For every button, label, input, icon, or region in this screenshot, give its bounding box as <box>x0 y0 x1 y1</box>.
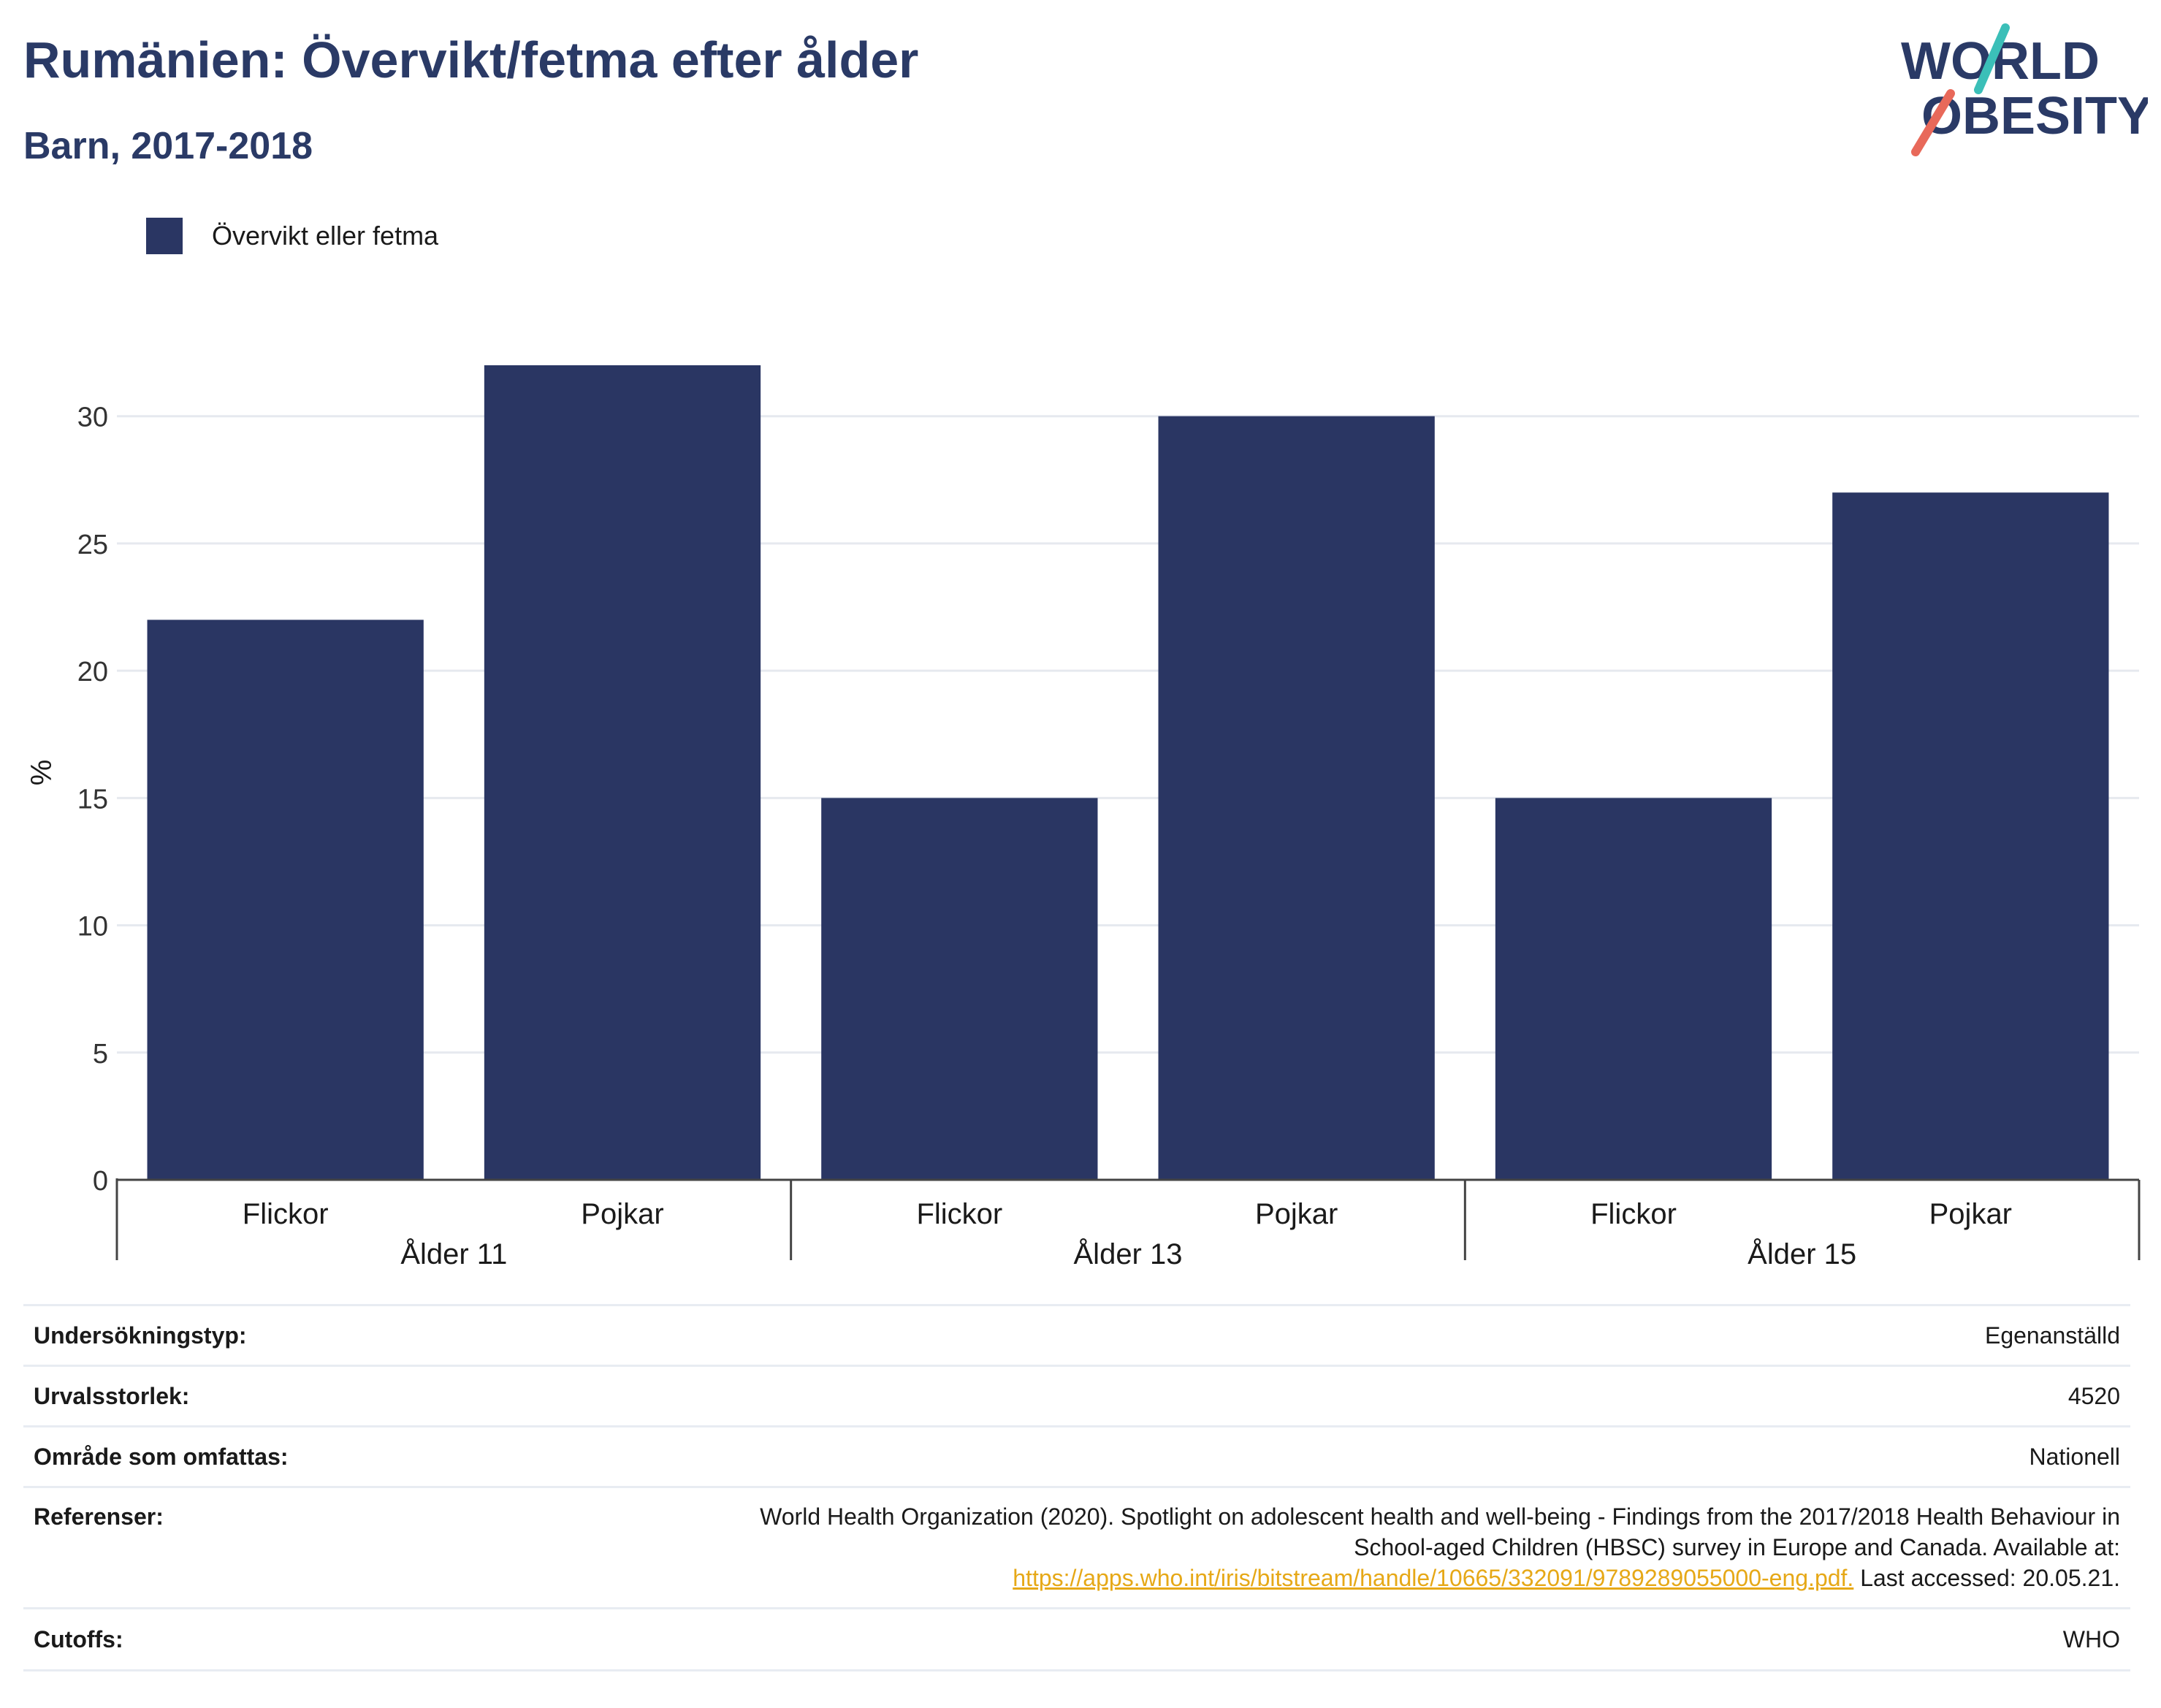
bar <box>484 365 761 1180</box>
x-tick-label: Flickor <box>1590 1198 1677 1230</box>
coverage-value: Nationell <box>2029 1444 2120 1470</box>
bar <box>1495 798 1772 1180</box>
references-suffix: Last accessed: 20.05.21. <box>1853 1565 2120 1591</box>
bar-chart: 0 5 10 15 20 25 30% Flickor Pojkar Ålder 11 Flicko… <box>26 365 2141 1270</box>
sample-size-value: 4520 <box>2067 1383 2120 1409</box>
references-line1: World Health Organization (2020). Spotli… <box>760 1503 2120 1530</box>
references-label: Referenser: <box>34 1503 164 1530</box>
group-label: Ålder 13 <box>1074 1238 1183 1270</box>
y-tick-label: 20 <box>77 657 108 687</box>
coverage-label: Område som omfattas: <box>34 1444 289 1470</box>
logo-line2: OBESITY <box>1921 87 2148 145</box>
bar <box>1158 416 1435 1180</box>
info-row-references: Referenser: World Health Organization (2… <box>23 1486 2130 1607</box>
info-table: Undersökningstyp: Egenanställd Urvalssto… <box>23 1304 2130 1671</box>
y-tick-label: 0 <box>93 1166 108 1197</box>
y-tick-label: 30 <box>77 403 108 433</box>
y-tick-label: 10 <box>77 912 108 942</box>
cutoffs-label: Cutoffs: <box>34 1626 123 1652</box>
y-tick-label: 15 <box>77 784 108 815</box>
references-value: World Health Organization (2020). Spotli… <box>760 1501 2130 1593</box>
y-axis-label: % <box>26 760 58 786</box>
info-row-coverage: Område som omfattas: Nationell <box>23 1425 2130 1486</box>
x-tick-label: Pojkar <box>581 1198 663 1230</box>
legend-label: Övervikt eller fetma <box>212 221 439 251</box>
info-row-survey-type: Undersökningstyp: Egenanställd <box>23 1304 2130 1365</box>
info-row-cutoffs: Cutoffs: WHO <box>23 1607 2130 1671</box>
survey-type-label: Undersökningstyp: <box>34 1322 247 1349</box>
logo-slash-teal <box>1974 23 2010 94</box>
bar <box>1832 492 2109 1180</box>
bar <box>821 798 1098 1180</box>
sample-size-label: Urvalsstorlek: <box>34 1383 190 1409</box>
y-tick-label: 25 <box>77 530 108 560</box>
page-subtitle: Barn, 2017-2018 <box>23 125 313 167</box>
chart-legend[interactable]: Övervikt eller fetma <box>146 218 438 254</box>
cutoffs-value: WHO <box>2062 1626 2120 1652</box>
survey-type-value: Egenanställd <box>1984 1322 2120 1349</box>
x-tick-label: Pojkar <box>1255 1198 1338 1230</box>
logo-slash-coral <box>1911 89 1955 156</box>
group-label: Ålder 15 <box>1748 1238 1856 1270</box>
info-row-sample-size: Urvalsstorlek: 4520 <box>23 1365 2130 1425</box>
x-tick-label: Flickor <box>243 1198 329 1230</box>
x-tick-label: Pojkar <box>1929 1198 2012 1230</box>
legend-swatch <box>146 218 183 254</box>
references-link[interactable]: https://apps.who.int/iris/bitstream/hand… <box>1013 1565 1854 1591</box>
x-tick-label: Flickor <box>916 1198 1002 1230</box>
group-label: Ålder 11 <box>400 1238 507 1270</box>
y-tick-label: 5 <box>93 1039 108 1070</box>
world-obesity-logo: WORLD OBESITY <box>1901 23 2148 156</box>
bar <box>147 619 424 1180</box>
page-title: Rumänien: Övervikt/fetma efter ålder <box>23 31 919 88</box>
references-line2: School-aged Children (HBSC) survey in Eu… <box>1354 1534 2120 1560</box>
